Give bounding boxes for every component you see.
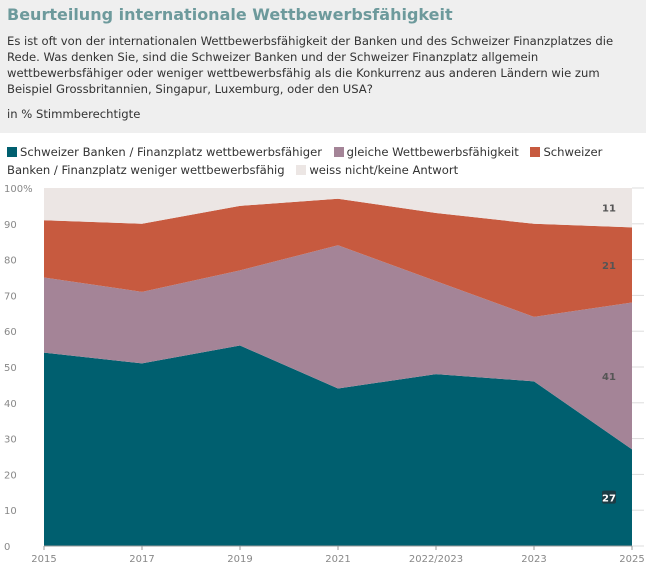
y-tick-label: 10 bbox=[4, 506, 17, 517]
data-label: 41 bbox=[602, 372, 616, 383]
legend-swatch bbox=[333, 147, 344, 157]
area-3 bbox=[44, 188, 632, 228]
data-label: 21 bbox=[602, 261, 616, 272]
x-tick-label: 2025 bbox=[619, 554, 644, 565]
x-tick-label: 2019 bbox=[227, 554, 252, 565]
unit-label: in % Stimmberechtigte bbox=[7, 107, 141, 121]
legend: Schweizer Banken / Finanzplatz wettbewer… bbox=[7, 143, 643, 179]
header: Beurteilung internationale Wettbewerbsfä… bbox=[0, 0, 646, 133]
y-tick-label: 100% bbox=[4, 184, 33, 195]
legend-swatch bbox=[7, 147, 17, 157]
y-tick-label: 60 bbox=[4, 327, 17, 338]
legend-item: gleiche Wettbewerbsfähigkeit bbox=[333, 145, 519, 159]
area-1 bbox=[44, 245, 632, 450]
x-tick-label: 2015 bbox=[31, 554, 56, 565]
legend-label: Schweizer Banken / Finanzplatz wettbewer… bbox=[20, 145, 322, 159]
y-tick-label: 30 bbox=[4, 435, 17, 446]
legend-swatch bbox=[530, 147, 541, 157]
data-label-bg bbox=[602, 490, 616, 504]
legend-item: Schweizer Banken / Finanzplatz wettbewer… bbox=[7, 145, 322, 159]
legend-label: weiss nicht/keine Antwort bbox=[309, 163, 459, 177]
x-tick-label: 2023 bbox=[521, 554, 546, 565]
legend-swatch bbox=[296, 165, 307, 175]
y-tick-label: 70 bbox=[4, 291, 17, 302]
x-tick-label: 2017 bbox=[129, 554, 154, 565]
y-tick-label: 50 bbox=[4, 363, 17, 374]
area-0 bbox=[44, 345, 632, 546]
y-tick-label: 90 bbox=[4, 220, 17, 231]
data-label: 11 bbox=[602, 204, 616, 215]
x-tick-label: 2022/2023 bbox=[409, 554, 463, 565]
chart-title: Beurteilung internationale Wettbewerbsfä… bbox=[7, 5, 453, 24]
data-label: 27 bbox=[602, 494, 616, 505]
chart-question: Es ist oft von der internationalen Wettb… bbox=[7, 34, 614, 96]
area-2 bbox=[44, 198, 632, 317]
legend-label: Schweizer Banken / Finanzplatz weniger w… bbox=[7, 145, 603, 177]
x-tick-label: 2021 bbox=[325, 554, 350, 565]
legend-label: gleiche Wettbewerbsfähigkeit bbox=[346, 145, 519, 159]
y-tick-label: 20 bbox=[4, 470, 17, 481]
legend-item: weiss nicht/keine Antwort bbox=[296, 163, 458, 177]
y-tick-label: 80 bbox=[4, 256, 17, 267]
y-tick-label: 0 bbox=[4, 542, 10, 553]
legend-item: Schweizer Banken / Finanzplatz weniger w… bbox=[7, 145, 602, 177]
y-tick-label: 40 bbox=[4, 399, 17, 410]
